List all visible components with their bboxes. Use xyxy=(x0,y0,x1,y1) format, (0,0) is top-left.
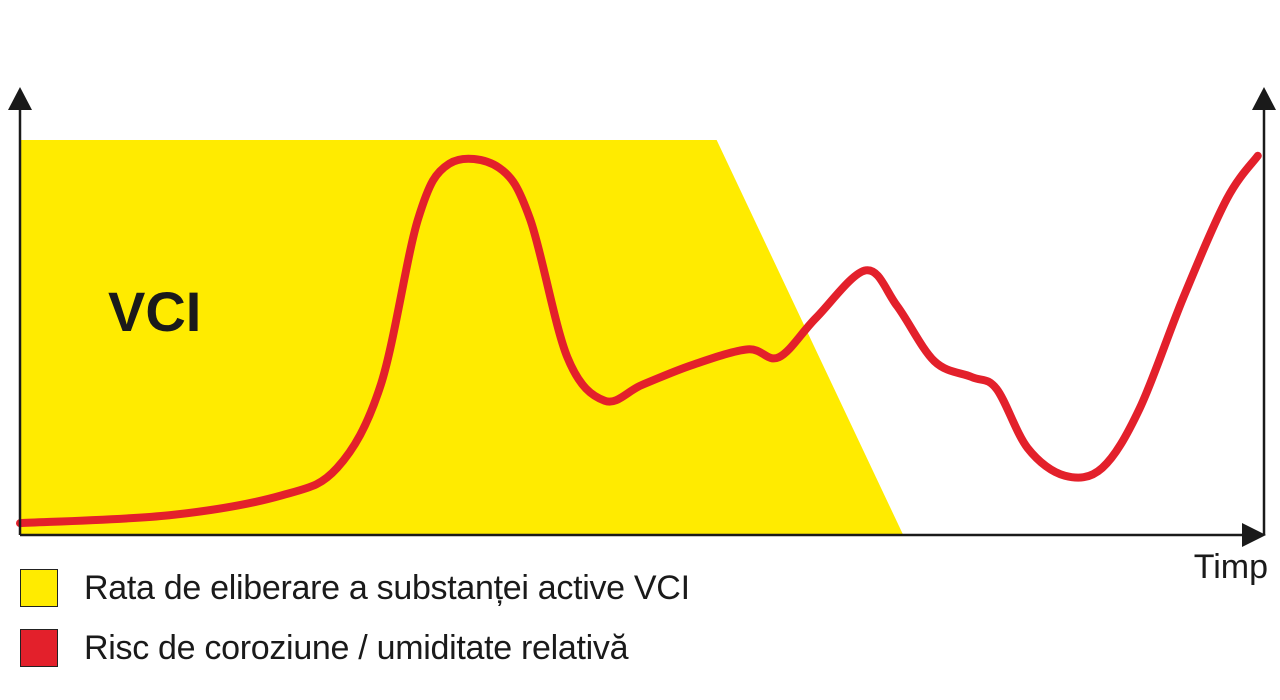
legend-label-release-rate: Rata de eliberare a substanței active VC… xyxy=(84,568,690,607)
legend-item-corrosion-risk: Risc de coroziune / umiditate relativă xyxy=(20,628,629,668)
legend-label-corrosion-risk: Risc de coroziune / umiditate relativă xyxy=(84,628,629,667)
x-axis-arrow xyxy=(1242,523,1266,547)
y-axis-left-arrow xyxy=(8,87,32,110)
vci-release-area xyxy=(20,140,904,535)
legend-item-release-rate: Rata de eliberare a substanței active VC… xyxy=(20,568,690,608)
y-axis-right-arrow xyxy=(1252,87,1276,110)
chart: VCI xyxy=(8,87,1276,547)
legend-swatch-red xyxy=(20,629,58,667)
x-axis-title: Timp xyxy=(1193,548,1268,586)
corrosion-risk-line xyxy=(16,151,1262,528)
legend-swatch-yellow xyxy=(20,569,58,607)
area-label-vci: VCI xyxy=(108,280,201,343)
